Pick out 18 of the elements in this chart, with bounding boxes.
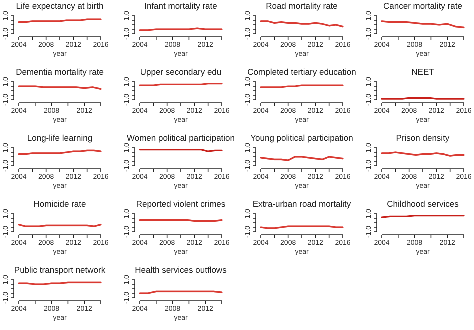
chart-title: Cancer mortality rate <box>384 1 463 11</box>
chart-title: Prison density <box>396 133 450 143</box>
chart-title: NEET <box>412 67 434 77</box>
chart-title: Health services outflows <box>135 265 227 275</box>
chart-title: Completed tertiary education <box>248 67 357 77</box>
chart-title: Public transport network <box>14 265 106 275</box>
chart-title: Women political participation <box>126 133 236 143</box>
chart-title: Young political participation <box>250 133 354 143</box>
chart-title: Upper secondary edu <box>140 67 222 77</box>
chart-title: Reported violent crimes <box>136 199 226 209</box>
chart-title: Dementia mortality rate <box>16 67 104 77</box>
chart-title: Childhood services <box>387 199 459 209</box>
chart-title: Long-life learning <box>27 133 93 143</box>
chart-title: Infant mortality rate <box>144 1 218 11</box>
chart-title: Extra-urban road mortality <box>252 199 352 209</box>
chart-title: Road mortality rate <box>266 1 338 11</box>
chart-title: Homicide rate <box>34 199 86 209</box>
chart-title: Life expectancy at birth <box>16 1 104 11</box>
